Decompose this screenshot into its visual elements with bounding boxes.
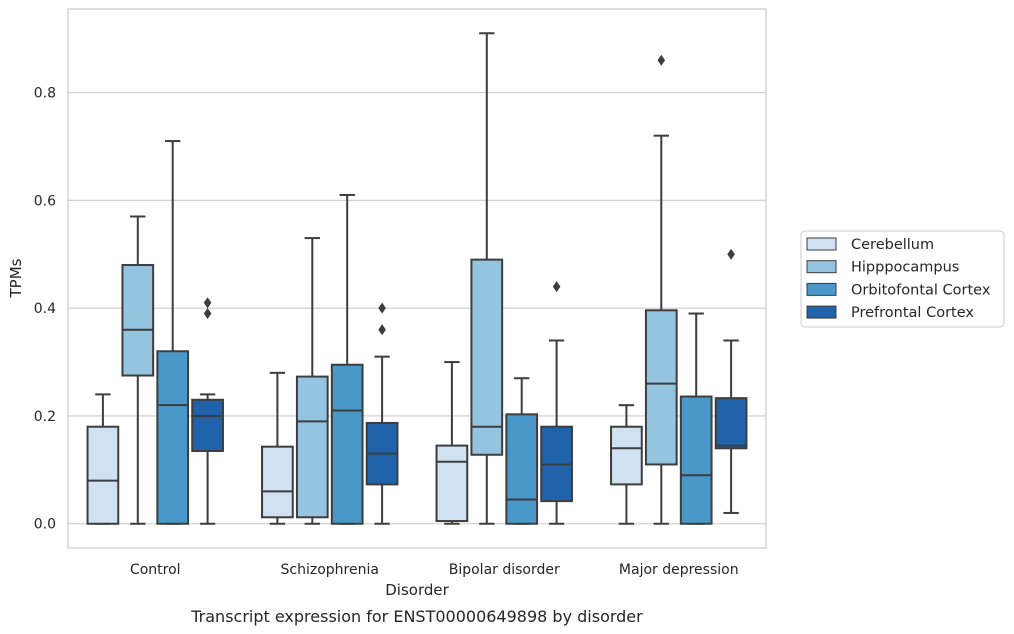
box-iqr <box>679 395 713 525</box>
y-tick-labels: 0.0 0.2 0.4 0.6 0.8 <box>34 86 56 533</box>
legend-frame <box>800 230 1005 328</box>
box-hipppocampus <box>470 32 504 525</box>
box-orbitofontal-cortex <box>505 377 539 525</box>
y-tick-label: 0.8 <box>34 86 56 102</box>
outlier-point <box>378 302 386 314</box>
chart-caption: Transcript expression for ENST0000064989… <box>190 607 643 626</box>
box-iqr <box>610 425 643 486</box>
legend-label: Prefrontal Cortex <box>851 305 974 321</box>
plot-area-frame <box>67 8 767 549</box>
legend-swatch <box>806 237 837 251</box>
box-iqr <box>295 375 329 519</box>
legend-swatch <box>806 305 837 319</box>
x-tick-label: Major depression <box>619 562 739 578</box>
y-tick-label: 0.6 <box>34 193 56 209</box>
box-cerebellum <box>435 361 469 525</box>
x-tick-label: Bipolar disorder <box>449 562 560 578</box>
outlier-point <box>727 248 735 260</box>
box-iqr <box>86 425 120 525</box>
x-tick-label: Schizophrenia <box>281 562 379 578</box>
box-cerebellum <box>86 393 120 525</box>
box-prefrontal-cortex <box>540 281 573 525</box>
y-tick-label: 0.4 <box>34 301 56 317</box>
box-orbitofontal-cortex <box>156 140 190 525</box>
box-hipppocampus <box>121 215 155 525</box>
y-tick-label: 0.0 <box>34 517 56 533</box>
box-iqr <box>470 258 504 456</box>
box-prefrontal-cortex <box>714 248 748 514</box>
box-iqr <box>435 444 469 523</box>
box-hipppocampus <box>644 54 678 525</box>
legend-label: Orbitofontal Cortex <box>851 282 991 298</box>
x-tick-label: Control <box>130 562 181 578</box>
box-orbitofontal-cortex <box>330 193 364 525</box>
box-iqr <box>191 398 224 452</box>
box-iqr <box>261 445 294 519</box>
legend: Cerebellum Hipppocampus Orbitofontal Corte… <box>800 230 1005 328</box>
box-cerebellum <box>261 371 294 525</box>
y-tick-label: 0.2 <box>34 409 56 425</box>
box-prefrontal-cortex <box>365 302 399 525</box>
box-groups <box>86 32 748 525</box>
outlier-point <box>552 281 561 293</box>
legend-label: Cerebellum <box>851 237 934 253</box>
box-orbitofontal-cortex <box>679 312 713 525</box>
outlier-point <box>203 297 212 309</box>
outlier-point <box>657 54 666 66</box>
box-cerebellum <box>610 404 643 525</box>
box-iqr <box>121 264 155 377</box>
box-iqr <box>644 309 678 466</box>
box-hipppocampus <box>295 237 329 525</box>
box-prefrontal-cortex <box>191 297 224 525</box>
legend-swatch <box>806 282 837 296</box>
legend-swatch <box>806 260 837 274</box>
box-iqr <box>714 397 748 450</box>
x-axis-title: Disorder <box>385 581 449 599</box>
x-tick-labels: Control Schizophrenia Bipolar disorder Majo… <box>130 562 739 578</box>
y-axis-title: TPMs <box>7 258 25 298</box>
outlier-point <box>378 324 386 336</box>
legend-label: Hipppocampus <box>851 260 959 276</box>
box-iqr <box>330 363 364 525</box>
box-iqr <box>505 413 539 525</box>
outlier-point <box>203 308 212 320</box>
box-iqr <box>156 350 190 525</box>
